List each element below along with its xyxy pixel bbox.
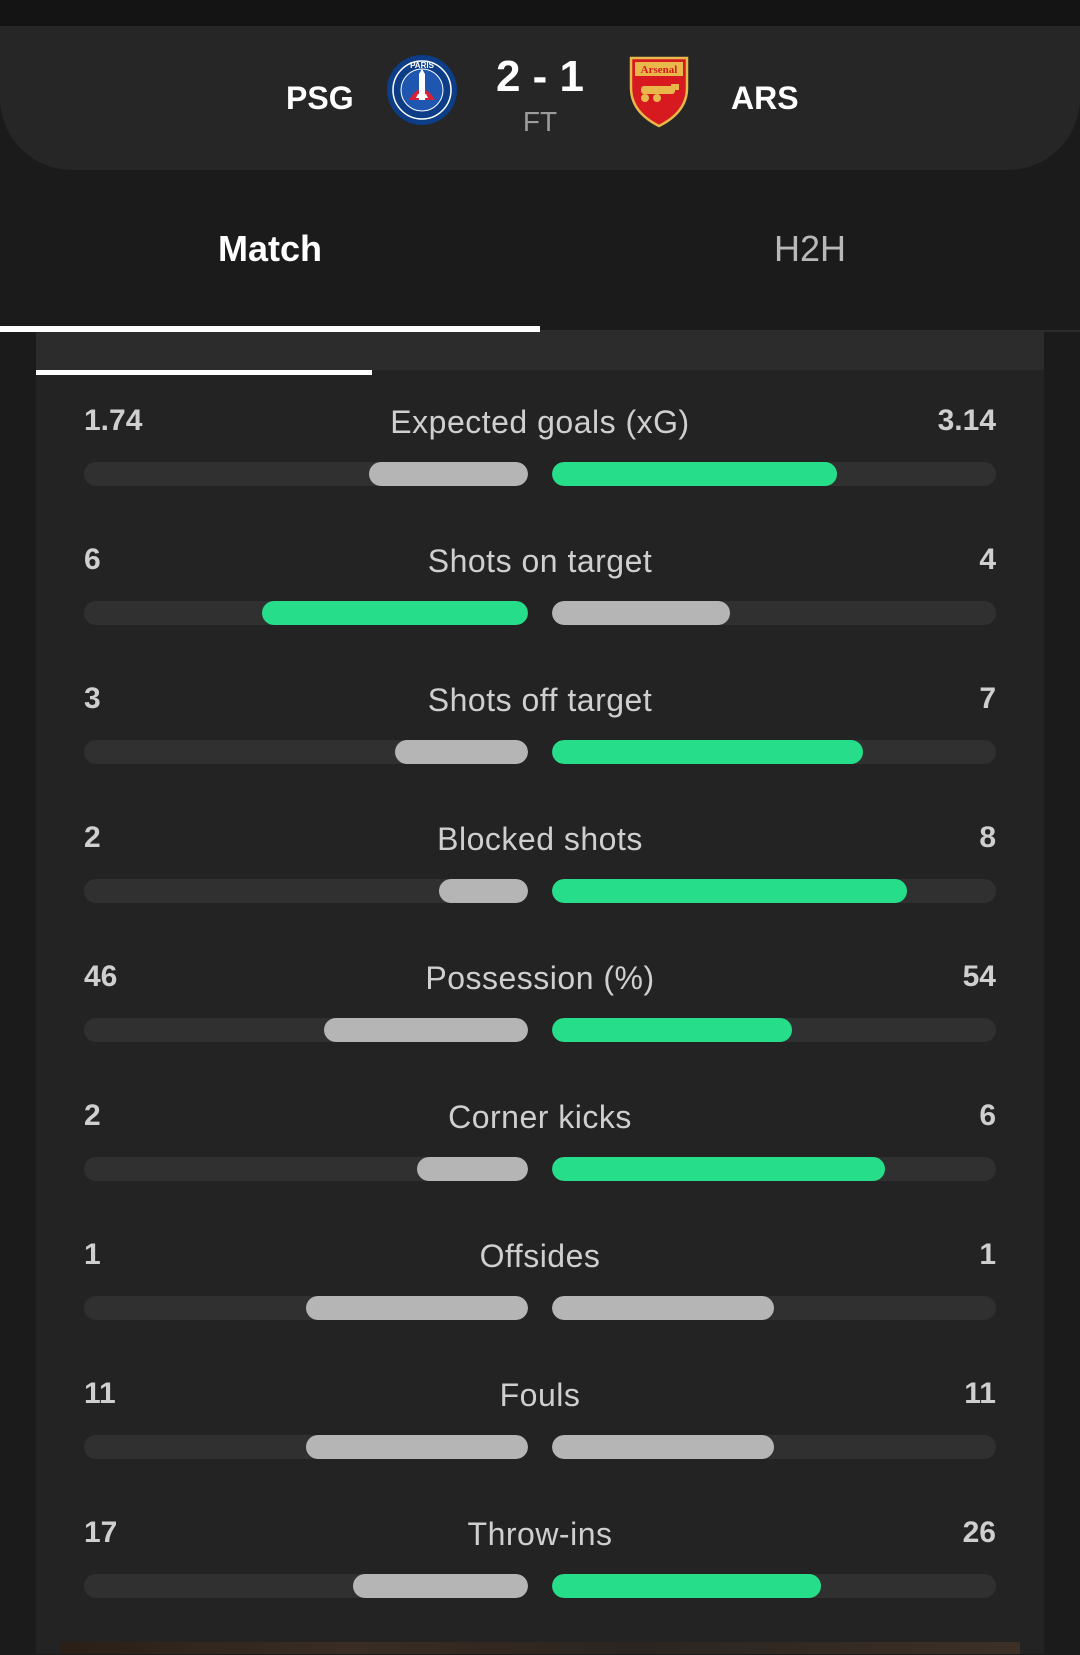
stat-away-fill <box>552 1296 774 1320</box>
stat-home-value: 6 <box>84 543 101 576</box>
stat-away-fill <box>552 601 730 625</box>
stat-away-fill <box>552 1157 885 1181</box>
stat-label: Fouls <box>499 1377 581 1413</box>
stat-home-fill <box>306 1296 528 1320</box>
stat-home-bar <box>84 462 528 486</box>
stat-row-blocked-shots: 2 Blocked shots 8 <box>36 821 1044 960</box>
tab-h2h[interactable]: H2H <box>773 228 847 269</box>
psg-crest-text: PARIS <box>410 61 435 70</box>
stat-home-bar <box>84 1296 528 1320</box>
stat-home-value: 3 <box>84 682 101 715</box>
stat-away-value: 3.14 <box>937 404 996 437</box>
stat-away-bar <box>552 879 996 903</box>
stat-away-bar <box>552 462 996 486</box>
stat-away-fill <box>552 740 863 764</box>
match-status: FT <box>522 106 558 137</box>
stat-away-fill <box>552 1018 792 1042</box>
stat-away-value: 54 <box>962 960 996 993</box>
tab-active-indicator <box>0 326 540 332</box>
stat-label: Blocked shots <box>437 821 643 857</box>
stat-home-bar <box>84 879 528 903</box>
stat-away-bar <box>552 1435 996 1459</box>
stat-home-fill <box>324 1018 528 1042</box>
stat-home-value: 2 <box>84 1099 101 1132</box>
stat-home-value: 1 <box>84 1238 101 1271</box>
arsenal-crest-icon[interactable]: Arsenal <box>627 54 691 128</box>
stat-away-fill <box>552 879 907 903</box>
stat-row-shots-off-target: 3 Shots off target 7 <box>36 682 1044 821</box>
stat-home-value: 2 <box>84 821 101 854</box>
stat-away-value: 8 <box>979 821 996 854</box>
sub-tab-indicator <box>36 370 372 375</box>
stat-away-fill <box>552 1574 821 1598</box>
stat-home-bar <box>84 1435 528 1459</box>
stat-label: Shots off target <box>427 682 653 718</box>
stat-away-value: 11 <box>964 1377 996 1410</box>
stat-row-offsides: 1 Offsides 1 <box>36 1238 1044 1377</box>
tab-match[interactable]: Match <box>217 228 322 269</box>
stat-label: Corner kicks <box>448 1099 632 1135</box>
away-team-abbr[interactable]: ARS <box>731 80 799 116</box>
stat-row-throw-ins: 17 Throw-ins 26 <box>36 1516 1044 1655</box>
stat-away-fill <box>552 462 837 486</box>
psg-crest-icon[interactable]: PARIS <box>386 54 458 126</box>
stat-home-bar <box>84 740 528 764</box>
stat-home-fill <box>417 1157 528 1181</box>
stat-away-bar <box>552 740 996 764</box>
stat-home-value: 11 <box>84 1377 116 1410</box>
stat-label: Offsides <box>479 1238 601 1274</box>
stat-away-bar <box>552 1157 996 1181</box>
stat-row-expected-goals: 1.74 Expected goals (xG) 3.14 <box>36 404 1044 543</box>
stat-home-bar <box>84 1574 528 1598</box>
stat-home-value: 1.74 <box>84 404 143 437</box>
stat-home-value: 46 <box>84 960 118 993</box>
stat-away-value: 6 <box>979 1099 996 1132</box>
stats-panel: 1.74 Expected goals (xG) 3.14 6 Shots on… <box>36 332 1044 1654</box>
stat-row-fouls: 11 Fouls 11 <box>36 1377 1044 1516</box>
score: 2 - 1 <box>495 52 585 101</box>
stat-row-shots-on-target: 6 Shots on target 4 <box>36 543 1044 682</box>
content-image-peek <box>60 1642 1020 1654</box>
stat-away-fill <box>552 1435 774 1459</box>
sub-tab-strip <box>36 332 1044 370</box>
arsenal-crest-text: Arsenal <box>641 64 678 76</box>
stat-away-bar <box>552 1574 996 1598</box>
stat-away-value: 7 <box>979 682 996 715</box>
stat-home-fill <box>439 879 528 903</box>
status-bar-strip <box>0 0 1080 26</box>
stat-home-fill <box>262 601 528 625</box>
tab-bar: Match H2H <box>0 170 1080 332</box>
stat-home-value: 17 <box>84 1516 118 1549</box>
stat-label: Shots on target <box>427 543 653 579</box>
stat-away-value: 1 <box>979 1238 996 1271</box>
stat-row-corner-kicks: 2 Corner kicks 6 <box>36 1099 1044 1238</box>
tab-divider <box>540 330 1080 332</box>
stat-away-bar <box>552 1296 996 1320</box>
stat-away-value: 26 <box>962 1516 996 1549</box>
stat-away-bar <box>552 601 996 625</box>
stat-home-fill <box>306 1435 528 1459</box>
stat-home-fill <box>369 462 528 486</box>
stat-label: Possession (%) <box>425 960 655 996</box>
stat-label: Expected goals (xG) <box>390 404 690 440</box>
stat-away-bar <box>552 1018 996 1042</box>
stat-home-bar <box>84 601 528 625</box>
home-team-abbr[interactable]: PSG <box>286 80 354 116</box>
stat-row-possession: 46 Possession (%) 54 <box>36 960 1044 1099</box>
stat-home-fill <box>395 740 528 764</box>
stat-home-fill <box>353 1574 528 1598</box>
stat-home-bar <box>84 1157 528 1181</box>
match-header: PSG PARIS 2 - 1 FT Arsenal ARS <box>0 26 1080 170</box>
stat-away-value: 4 <box>979 543 996 576</box>
stat-home-bar <box>84 1018 528 1042</box>
stat-label: Throw-ins <box>467 1516 613 1552</box>
